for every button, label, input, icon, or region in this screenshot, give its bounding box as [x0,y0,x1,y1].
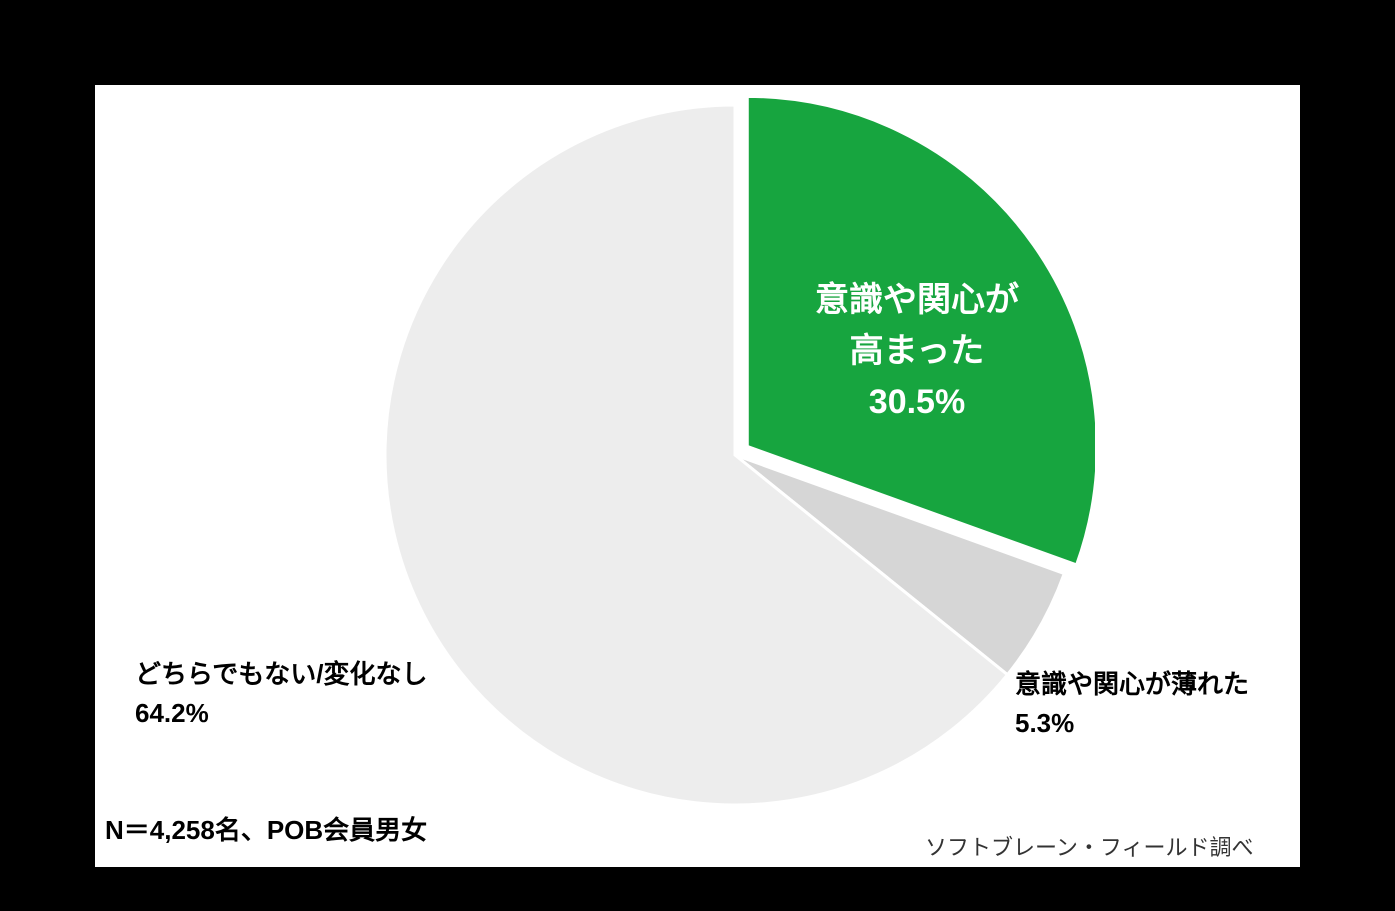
slice-label-line1: どちらでもない/変化なし [135,659,427,689]
slice-label-line1: 意識や関心が薄れた [1015,669,1249,699]
slice-value: 30.5% [869,383,965,421]
sample-size-note: N＝4,258名、POB会員男女 [105,810,427,847]
slice-label-neutral: どちらでもない/変化なし 64.2% [135,655,427,733]
chart-container: 意識や関心が 高まった 30.5% 意識や関心が薄れた 5.3% どちらでもない… [95,85,1300,867]
pie-chart [375,95,1095,815]
slice-value: 5.3% [1015,708,1074,738]
slice-label-line1: 意識や関心が [815,281,1019,319]
slice-label-increased: 意識や関心が 高まった 30.5% [815,275,1019,428]
slice-label-decreased: 意識や関心が薄れた 5.3% [1015,665,1249,743]
source-note: ソフトブレーン・フィールド調べ [925,830,1253,862]
slice-label-line2: 高まった [850,332,985,370]
slice-value: 64.2% [135,698,209,728]
